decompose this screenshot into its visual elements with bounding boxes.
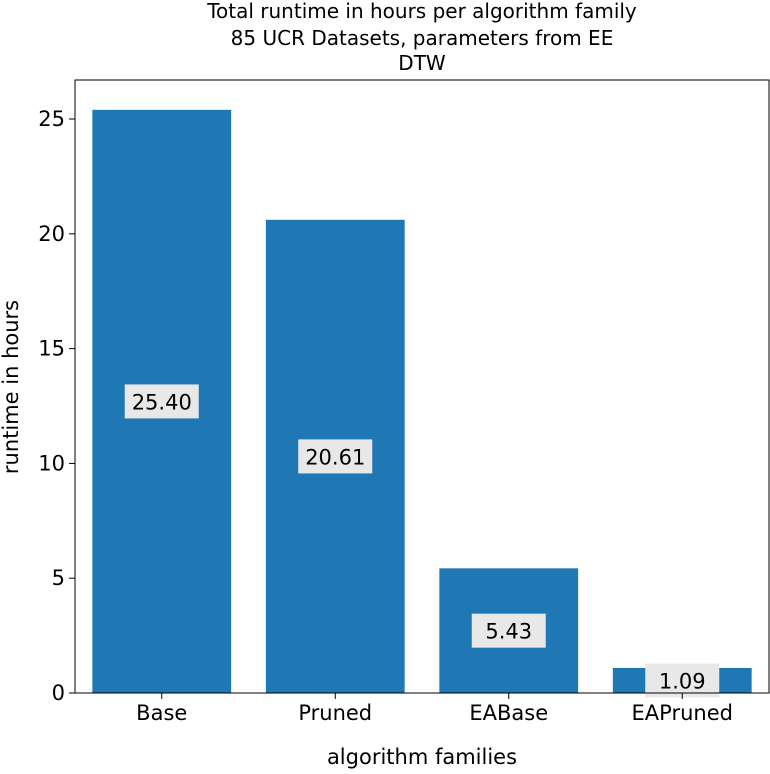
x-tick-label-base: Base: [136, 701, 187, 725]
y-tick-label-10: 10: [38, 451, 65, 475]
plot-area-frame: [74, 79, 770, 694]
y-tick-label-5: 5: [52, 566, 65, 590]
value-label-box-pruned: [298, 439, 373, 474]
y-tick-label-20: 20: [38, 222, 65, 246]
chart-title: Total runtime in hours per algorithm fam…: [206, 0, 637, 75]
chart-title-line-2: 85 UCR Datasets, parameters from EE: [231, 26, 614, 50]
value-label-eapruned: 1.09: [659, 669, 706, 693]
y-tick-label-15: 15: [38, 337, 65, 361]
value-label-box-eapruned: [645, 663, 720, 698]
x-tick-label-pruned: Pruned: [298, 701, 372, 725]
value-label-pruned: 20.61: [305, 445, 365, 469]
x-tick-label-eapruned: EAPruned: [632, 701, 733, 725]
chart-title-line-3: DTW: [398, 51, 446, 75]
x-axis-label: algorithm families: [327, 745, 517, 769]
value-label-base: 25.40: [132, 390, 192, 414]
y-axis-label: runtime in hours: [0, 300, 23, 474]
value-label-box-eabase: [471, 613, 546, 648]
value-label-box-base: [124, 384, 199, 419]
y-tick-label-25: 25: [38, 107, 65, 131]
value-labels-group: 25.40 20.61 5.43 1.09: [124, 384, 720, 698]
value-label-eabase: 5.43: [485, 620, 532, 644]
chart-title-line-1: Total runtime in hours per algorithm fam…: [206, 0, 637, 23]
x-axis: Base Pruned EABase EAPruned: [136, 693, 733, 725]
y-tick-label-0: 0: [52, 681, 65, 705]
y-axis: 0 5 10 15 20 25: [38, 107, 75, 705]
x-tick-label-eabase: EABase: [469, 701, 548, 725]
